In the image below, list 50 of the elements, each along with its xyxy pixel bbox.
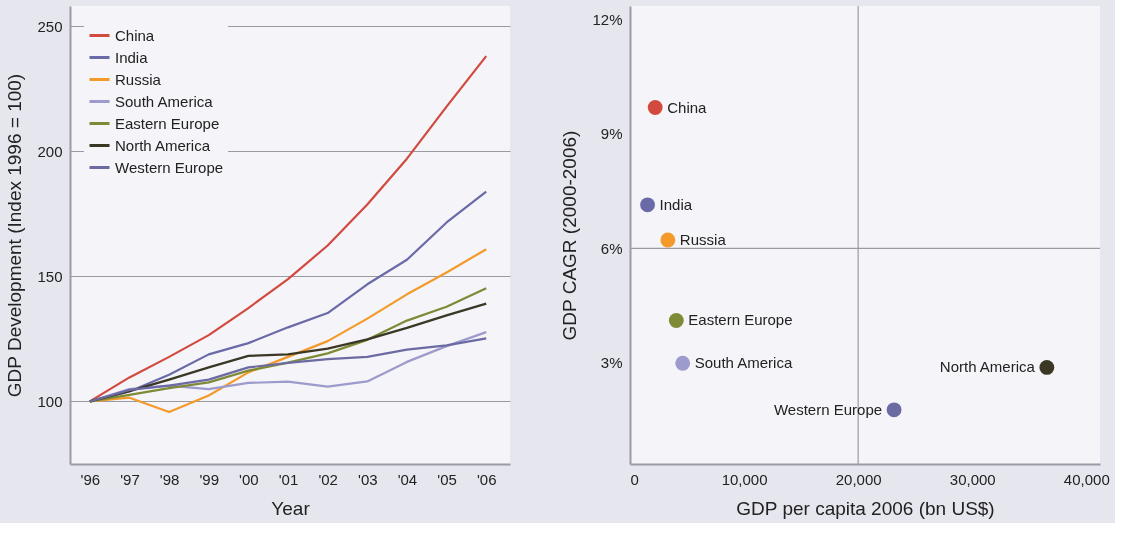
legend-label: Eastern Europe [115, 114, 220, 132]
series-label: Western Europe [773, 400, 883, 418]
point [660, 232, 676, 248]
x-tick-label: '96 [80, 470, 101, 488]
x-tick-label: 30,000 [949, 470, 996, 488]
x-tick-label: '97 [120, 470, 140, 488]
legend-label: Western Europe [115, 158, 224, 176]
x-tick-label: '00 [239, 470, 259, 488]
y-tick-label: 200 [37, 142, 63, 160]
x-tick-label: 0 [630, 470, 639, 488]
legend-label: South America [115, 92, 214, 110]
x-tick-label: 40,000 [1063, 470, 1110, 488]
x-axis-title: GDP per capita 2006 (bn US$) [736, 497, 995, 519]
legend-label: North America [115, 136, 211, 154]
y-tick-label: 3% [600, 354, 623, 372]
y-tick-label: 6% [600, 239, 623, 257]
x-tick-label: '04 [397, 470, 418, 488]
x-tick-label: 20,000 [835, 470, 882, 488]
legend-label: China [115, 26, 155, 44]
y-tick-label: 12% [592, 10, 623, 28]
point [1039, 360, 1055, 375]
series-label: China [667, 98, 708, 116]
x-tick-label: '03 [358, 470, 378, 488]
series-label: North America [939, 358, 1036, 376]
point [647, 100, 663, 115]
x-tick-label: '99 [199, 470, 220, 488]
series-label: South America [694, 354, 793, 372]
y-axis-title: GDP Development (Index 1996 = 100) [4, 73, 26, 398]
x-tick-label: '98 [159, 470, 180, 488]
point [668, 313, 684, 328]
x-axis-title: Year [271, 497, 311, 519]
x-tick-label: '05 [437, 470, 457, 488]
series-label: Eastern Europe [688, 311, 793, 329]
series-label: India [659, 195, 693, 213]
x-tick-label: '01 [278, 470, 299, 488]
x-tick-label: '02 [318, 470, 338, 488]
y-tick-label: 100 [37, 392, 63, 410]
line-series [88, 54, 488, 403]
point [886, 402, 902, 418]
series-label: Russia [679, 230, 727, 248]
y-tick-label: 9% [600, 125, 623, 143]
legend-label: India [115, 48, 149, 66]
point [640, 197, 655, 213]
y-axis-title: GDP CAGR (2000-2006) [559, 130, 581, 341]
point [675, 355, 691, 371]
x-tick-label: 10,000 [721, 470, 768, 488]
y-tick-label: 250 [37, 17, 63, 35]
x-tick-label: '06 [476, 470, 497, 488]
y-tick-label: 150 [37, 267, 63, 285]
legend-label: Russia [115, 70, 162, 88]
